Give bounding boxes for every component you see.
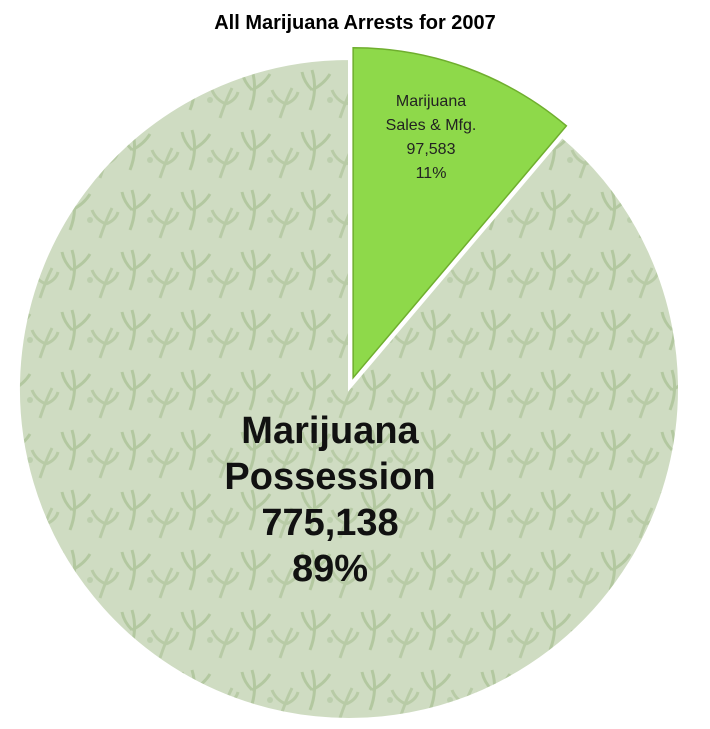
pie-slice-sales [352,46,568,380]
slice-label-possession: Marijuana Possession 775,138 89% [180,408,480,592]
pie-slice-possession [18,57,680,720]
slice-percent: 11% [415,165,447,182]
slice-percent: 89% [291,548,369,590]
chart-title: All Marijuana Arrests for 2007 [214,12,496,34]
slice-name-line1: Marijuana [395,93,467,110]
slice-value: 775,138 [261,502,399,544]
slice-label-sales: Marijuana Sales & Mfg. 97,583 11% [366,90,496,186]
slice-name-line2: Sales & Mfg. [385,117,477,134]
slice-name-line1: Marijuana [241,410,419,452]
slice-value: 97,583 [406,141,456,158]
slice-name-line2: Possession [224,456,436,498]
